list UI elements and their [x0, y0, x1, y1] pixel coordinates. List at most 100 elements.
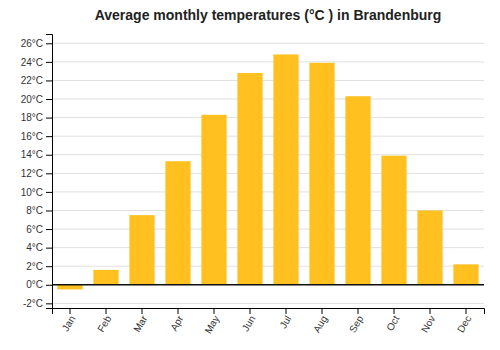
- grid: [52, 43, 484, 303]
- y-tick-mark: [46, 266, 52, 267]
- y-tick-label: 2°C: [26, 261, 43, 272]
- y-tick: -2°C: [23, 298, 52, 309]
- grid-line: [52, 284, 484, 285]
- chart: -2°C 0°C 2°C 4°C 6°C 8°C 10°C 12°C 14°C 16°C 18°C 2…: [0, 0, 500, 350]
- bar: [201, 115, 226, 285]
- plot: -2°C 0°C 2°C 4°C 6°C 8°C 10°C 12°C 14°C 16°C 18°C 2…: [21, 35, 485, 336]
- y-axis-line: [46, 35, 53, 309]
- x-tick-mark: [322, 308, 323, 314]
- x-tick: Nov: [419, 308, 437, 335]
- grid-line: [52, 80, 484, 81]
- x-tick-label: Nov: [419, 314, 437, 335]
- bar: [273, 54, 298, 284]
- y-tick: 26°C: [21, 38, 52, 49]
- grid-line: [52, 99, 484, 100]
- x-tick-label: Jul: [277, 314, 293, 331]
- y-tick-label: 16°C: [21, 131, 43, 142]
- y-tick-mark: [46, 62, 52, 63]
- y-axis: -2°C 0°C 2°C 4°C 6°C 8°C 10°C 12°C 14°C 16°C 18°C 2…: [21, 35, 53, 310]
- x-tick: Sep: [347, 308, 366, 335]
- zero-line: [52, 284, 484, 286]
- y-tick-label: 6°C: [26, 224, 43, 235]
- grid-line: [52, 191, 484, 192]
- y-tick: 10°C: [21, 187, 52, 198]
- y-tick: 12°C: [21, 168, 52, 179]
- x-tick-mark: [178, 308, 179, 314]
- y-tick: 4°C: [26, 242, 52, 253]
- y-tick-mark: [46, 248, 52, 249]
- x-tick-label: Oct: [384, 314, 401, 333]
- bars: [57, 54, 478, 289]
- bar: [417, 210, 442, 284]
- x-tick-mark: [466, 308, 467, 314]
- y-tick-label: 0°C: [26, 279, 43, 290]
- y-tick: 6°C: [26, 224, 52, 235]
- x-tick: Jun: [240, 308, 258, 333]
- y-tick-label: 12°C: [21, 168, 43, 179]
- y-tick-mark: [46, 43, 52, 44]
- y-tick-label: 4°C: [26, 242, 43, 253]
- y-tick-label: 24°C: [21, 57, 43, 68]
- bar: [129, 215, 154, 285]
- bar: [93, 270, 118, 285]
- y-tick-mark: [46, 155, 52, 156]
- y-tick: 20°C: [21, 94, 52, 105]
- y-tick-label: 22°C: [21, 75, 43, 86]
- x-tick-label: Sep: [347, 313, 366, 334]
- x-tick-mark: [430, 308, 431, 314]
- x-tick-mark: [250, 308, 251, 314]
- x-tick-label: Apr: [168, 313, 186, 333]
- y-tick-mark: [46, 210, 52, 211]
- x-tick-label: May: [202, 314, 221, 336]
- y-tick-label: 10°C: [21, 187, 43, 198]
- y-tick-mark: [46, 99, 52, 100]
- y-tick: 14°C: [21, 149, 52, 160]
- y-tick: 0°C: [26, 279, 52, 290]
- y-tick: 16°C: [21, 131, 52, 142]
- y-tick-label: 18°C: [21, 112, 43, 123]
- y-tick-label: 26°C: [21, 38, 43, 49]
- y-tick-label: -2°C: [23, 298, 43, 309]
- x-tick-mark: [358, 308, 359, 314]
- x-tick: Feb: [95, 308, 113, 334]
- x-tick-label: Dec: [455, 314, 473, 335]
- y-tick-mark: [46, 229, 52, 230]
- x-tick-label: Feb: [95, 313, 113, 334]
- x-tick-mark: [70, 308, 71, 314]
- x-tick: Oct: [384, 308, 401, 333]
- y-tick: 8°C: [26, 205, 52, 216]
- y-tick-mark: [46, 303, 52, 304]
- x-tick-label: Jun: [240, 314, 258, 333]
- x-tick: Dec: [455, 308, 473, 335]
- y-tick: 24°C: [21, 57, 52, 68]
- bar: [345, 96, 370, 285]
- grid-line: [52, 136, 484, 137]
- x-tick: Jan: [60, 308, 78, 333]
- x-axis-line: [53, 309, 485, 315]
- grid-line: [52, 303, 484, 304]
- title: Average monthly temperatures (°C ) in Br…: [95, 7, 442, 23]
- x-axis: Jan Feb Mar Apr May Jun Jul Aug Sep Oct Nov Dec: [53, 308, 485, 336]
- x-tick-mark: [394, 308, 395, 314]
- x-tick-label: Aug: [311, 314, 329, 335]
- x-tick: Mar: [131, 308, 149, 334]
- grid-line: [52, 154, 484, 155]
- bar: [165, 161, 190, 285]
- y-tick-mark: [46, 136, 52, 137]
- grid-line: [52, 117, 484, 118]
- y-tick-mark: [46, 173, 52, 174]
- y-tick-mark: [46, 192, 52, 193]
- y-tick-label: 20°C: [21, 94, 43, 105]
- x-tick-mark: [214, 308, 215, 314]
- x-tick: Jul: [277, 308, 293, 330]
- y-tick-label: 14°C: [21, 149, 43, 160]
- y-tick: 22°C: [21, 75, 52, 86]
- x-tick-mark: [106, 308, 107, 314]
- bar: [237, 73, 262, 285]
- bar: [381, 156, 406, 285]
- x-tick-mark: [142, 308, 143, 314]
- grid-line: [52, 61, 484, 62]
- grid-line: [52, 173, 484, 174]
- y-tick-mark: [46, 285, 52, 286]
- x-tick-label: Jan: [60, 314, 78, 333]
